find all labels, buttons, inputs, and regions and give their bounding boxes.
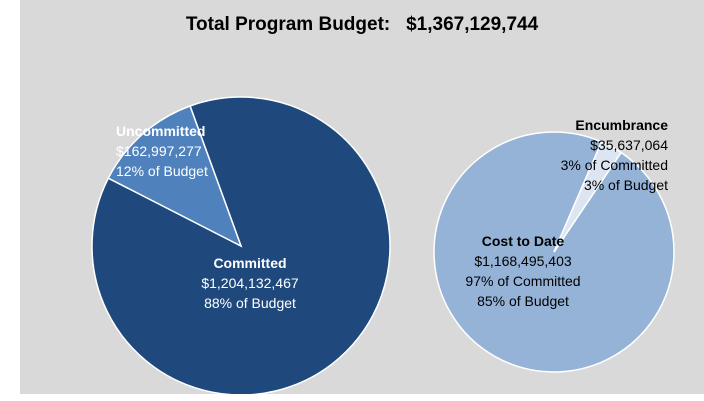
label-encumbrance-value: $35,637,064 xyxy=(590,137,668,153)
label-cost-to-date-value: $1,168,495,403 xyxy=(474,253,572,269)
slice-encumbrance xyxy=(553,140,623,253)
chart-title: Total Program Budget: $1,367,129,744 xyxy=(20,14,704,36)
label-committed-pct: 88% of Budget xyxy=(204,295,296,311)
label-cost-to-date-pct-budget: 85% of Budget xyxy=(477,293,569,309)
label-uncommitted-pct: 12% of Budget xyxy=(116,163,208,179)
label-committed-name: Committed xyxy=(213,255,287,271)
label-uncommitted-value: $162,997,277 xyxy=(116,143,202,159)
label-cost-to-date-pct-committed: 97% of Committed xyxy=(465,273,581,289)
pie-charts xyxy=(91,96,675,394)
label-encumbrance-pct-budget: 3% of Budget xyxy=(583,177,668,193)
label-encumbrance: Encumbrance $35,637,064 3% of Committed … xyxy=(538,115,668,195)
label-encumbrance-name: Encumbrance xyxy=(575,117,668,133)
label-cost-to-date-name: Cost to Date xyxy=(481,233,565,249)
label-uncommitted: Uncommitted $162,997,277 12% of Budget xyxy=(116,121,236,181)
label-uncommitted-name: Uncommitted xyxy=(116,123,206,139)
slice-uncommitted xyxy=(107,105,243,248)
title-text: Total Program Budget: xyxy=(185,14,391,35)
label-committed-value: $1,204,132,467 xyxy=(201,275,299,291)
label-cost-to-date: Cost to Date $1,168,495,403 97% of Commi… xyxy=(448,231,598,311)
label-encumbrance-pct-committed: 3% of Committed xyxy=(560,157,668,173)
label-committed: Committed $1,204,132,467 88% of Budget xyxy=(175,253,325,313)
title-amount: $1,367,129,744 xyxy=(406,14,539,35)
chart-panel: Total Program Budget: $1,367,129,744 Unc… xyxy=(20,0,704,394)
